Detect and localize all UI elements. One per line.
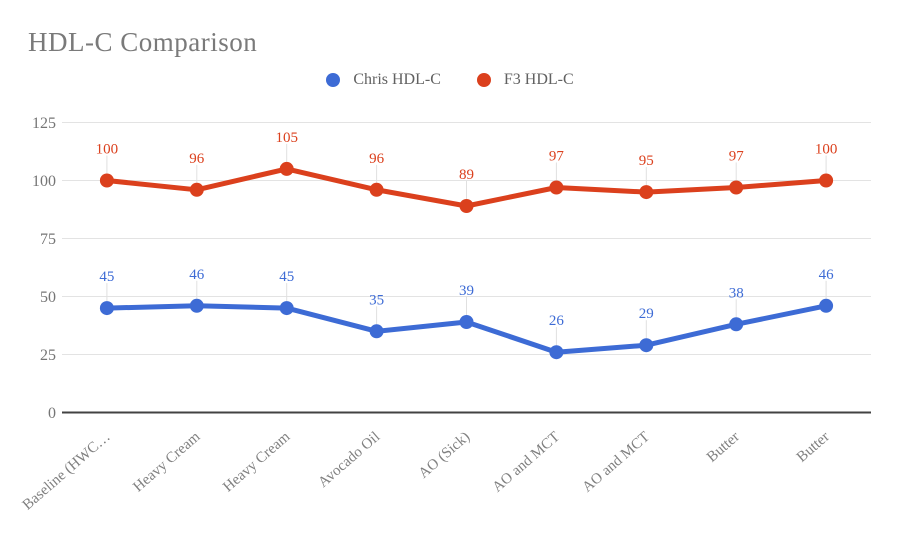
y-tick-label: 50 (40, 289, 56, 306)
data-point-chris-hdl-c[interactable] (819, 298, 834, 313)
x-axis-label: Avocado Oil (315, 429, 383, 491)
x-axis-label: Heavy Cream (220, 429, 293, 496)
data-point-f3-hdl-c[interactable] (639, 185, 654, 200)
data-point-f3-hdl-c[interactable] (369, 182, 384, 197)
x-axis-label: AO and MCT (490, 429, 563, 496)
data-label-chris-hdl-c: 38 (729, 285, 744, 301)
data-label-chris-hdl-c: 35 (369, 292, 384, 308)
y-tick-label: 75 (40, 231, 56, 248)
data-label-f3-hdl-c: 100 (815, 142, 838, 158)
data-point-chris-hdl-c[interactable] (549, 345, 564, 360)
x-axis-label: AO (Sick) (416, 429, 473, 482)
x-axis-label: Butter (704, 429, 743, 466)
y-tick-label: 125 (32, 115, 56, 132)
data-label-chris-hdl-c: 29 (639, 306, 654, 322)
data-label-f3-hdl-c: 89 (459, 167, 474, 183)
legend-marker-icon (476, 73, 491, 87)
legend-label: Chris HDL-C (353, 71, 441, 88)
data-label-f3-hdl-c: 97 (729, 149, 745, 165)
data-point-f3-hdl-c[interactable] (459, 199, 474, 213)
data-label-chris-hdl-c: 46 (819, 267, 835, 283)
data-point-f3-hdl-c[interactable] (729, 180, 744, 195)
legend-label: F3 HDL-C (503, 71, 574, 88)
legend-marker-icon (326, 73, 341, 87)
data-point-chris-hdl-c[interactable] (729, 317, 744, 332)
data-label-chris-hdl-c: 45 (279, 269, 294, 285)
data-point-f3-hdl-c[interactable] (99, 173, 114, 188)
x-axis-label: Butter (794, 429, 833, 466)
data-label-f3-hdl-c: 100 (96, 142, 119, 158)
data-label-chris-hdl-c: 46 (189, 267, 205, 283)
y-tick-label: 0 (48, 405, 56, 422)
legend-item-f3-hdl-c[interactable]: F3 HDL-C (476, 71, 574, 89)
y-tick-label: 25 (40, 347, 56, 364)
data-point-f3-hdl-c[interactable] (189, 182, 204, 197)
data-point-chris-hdl-c[interactable] (639, 338, 654, 353)
data-label-chris-hdl-c: 39 (459, 283, 474, 299)
data-label-f3-hdl-c: 95 (639, 153, 654, 169)
data-label-f3-hdl-c: 97 (549, 149, 565, 165)
data-label-f3-hdl-c: 105 (275, 130, 298, 146)
data-point-chris-hdl-c[interactable] (189, 298, 204, 313)
x-axis-label: AO and MCT (580, 429, 653, 496)
data-point-f3-hdl-c[interactable] (819, 173, 834, 188)
data-label-chris-hdl-c: 26 (549, 313, 565, 329)
data-point-chris-hdl-c[interactable] (369, 324, 384, 339)
data-label-chris-hdl-c: 45 (99, 269, 114, 285)
data-label-f3-hdl-c: 96 (189, 151, 205, 167)
y-tick-label: 100 (32, 173, 56, 190)
x-axis-label: Baseline (HWC… (20, 429, 114, 513)
data-label-f3-hdl-c: 96 (369, 151, 385, 167)
data-point-f3-hdl-c[interactable] (279, 161, 294, 176)
data-point-f3-hdl-c[interactable] (549, 180, 564, 195)
data-point-chris-hdl-c[interactable] (99, 301, 114, 316)
chart-title: HDL-C Comparison (28, 27, 258, 57)
legend: Chris HDL-C F3 HDL-C (0, 71, 900, 89)
legend-item-chris-hdl-c[interactable]: Chris HDL-C (326, 71, 441, 89)
data-point-chris-hdl-c[interactable] (459, 315, 474, 329)
data-point-chris-hdl-c[interactable] (279, 301, 294, 316)
x-axis-label: Heavy Cream (130, 429, 203, 496)
